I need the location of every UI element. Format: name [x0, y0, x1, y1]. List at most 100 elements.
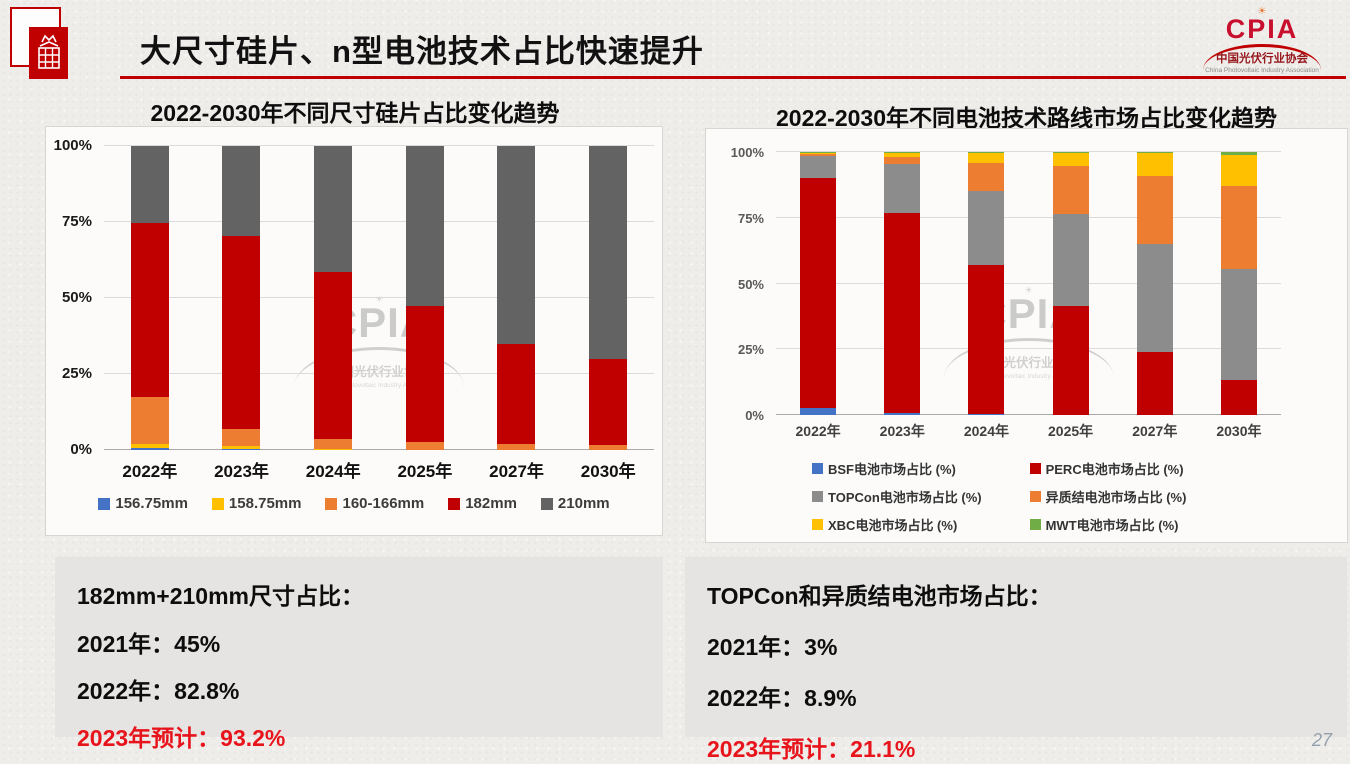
summary-line-2022: 2022年：8.9% [707, 685, 857, 711]
cpia-logo: ☀ CPIA 中国光伏行业协会 China Photovoltaic Indus… [1192, 7, 1332, 74]
legend-item: PERC电池市场占比 (%) [1029, 459, 1187, 478]
bar-segment [130, 146, 169, 223]
bar-segment [968, 162, 1005, 192]
bar-segment [314, 439, 353, 450]
bar-segment [1220, 186, 1257, 270]
bar-segment [884, 212, 921, 413]
summary-line-2023: 2023年预计：93.2% [77, 725, 286, 751]
x-axis-label: 2027年 [1132, 423, 1178, 439]
cell-technology-chart: 0% 25% 50% 75% 100% ☀ CPIA 中国光伏行业协会 China Ph… [705, 128, 1348, 543]
x-axis-label: 2023年 [879, 423, 925, 439]
bar-segment [968, 265, 1005, 414]
gridline [776, 151, 1281, 152]
bar-segment [1052, 305, 1089, 415]
bar-segment [314, 449, 353, 450]
bar-2023年 [222, 146, 261, 450]
x-axis-label: 2030年 [1216, 423, 1262, 439]
bar-segment [1052, 153, 1089, 167]
wafer-summary-box: 182mm+210mm尺寸占比： 2021年：45% 2022年：82.8% 2… [55, 557, 663, 751]
bar-segment [405, 441, 444, 450]
summary-line-2022: 2022年：82.8% [77, 678, 240, 704]
y-axis-tick-label: 75% [61, 213, 92, 230]
bar-segment [1052, 152, 1089, 154]
bar-segment [497, 343, 536, 444]
bar-2025年 [1052, 152, 1089, 415]
gridline [104, 145, 654, 146]
bar-segment [497, 443, 536, 450]
legend-item: MWT电池市场占比 (%) [1029, 515, 1187, 534]
summary-line-2023: 2023年预计：21.1% [707, 736, 916, 762]
x-axis-label: 2024年 [305, 462, 361, 481]
bar-segment [800, 154, 837, 156]
y-axis-tick-label: 50% [61, 289, 92, 306]
x-axis-label: 2024年 [963, 423, 1009, 439]
gridline [776, 348, 1281, 350]
bar-2027年 [497, 146, 536, 450]
bar-2027年 [1136, 152, 1173, 415]
bar-2022年 [130, 146, 169, 450]
bar-segment [800, 177, 837, 408]
logo-arc [1203, 44, 1321, 70]
legend-item: 160-166mm [325, 495, 424, 512]
legend: BSF电池市场占比 (%) PERC电池市场占比 (%) TOPCon电池市场占比 … [706, 459, 1347, 534]
legend-swatch [98, 497, 111, 510]
legend-label: 160-166mm [342, 495, 425, 512]
bar-segment [314, 146, 353, 273]
legend-swatch [448, 497, 461, 510]
bar-2024年 [968, 152, 1005, 415]
bar-segment [1136, 175, 1173, 245]
summary-line-2021: 2021年：3% [707, 634, 838, 660]
gridline [104, 373, 654, 374]
bar-segment [884, 152, 921, 154]
y-axis-tick-label: 50% [737, 276, 764, 292]
summary-line-2021: 2021年：45% [77, 631, 221, 657]
legend-swatch [1029, 491, 1041, 502]
legend-swatch [540, 497, 553, 510]
x-axis-label: 2022年 [795, 423, 841, 439]
x-axis-label: 2030年 [580, 462, 636, 481]
bar-segment [1220, 379, 1257, 415]
bar-segment [800, 155, 837, 178]
bars-group [776, 152, 1281, 415]
bar-segment [1136, 244, 1173, 352]
legend-item: 210mm [540, 495, 610, 512]
page-title: 大尺寸硅片、n型电池技术占比快速提升 [140, 34, 704, 69]
y-axis-tick-label: 100% [53, 137, 92, 154]
bar-segment [1136, 152, 1173, 154]
x-axis-label: 2025年 [1048, 423, 1094, 439]
summary-title: 182mm+210mm尺寸占比： [77, 583, 364, 609]
bar-segment [800, 407, 837, 415]
x-axis-label: 2022年 [122, 462, 178, 481]
bar-segment [405, 305, 444, 442]
title-underline [120, 76, 1346, 79]
legend-swatch [211, 497, 224, 510]
legend-item: 异质结电池市场占比 (%) [1029, 487, 1186, 506]
legend-swatch [812, 491, 823, 502]
bar-segment [1220, 154, 1257, 187]
bar-segment [884, 412, 921, 415]
legend-item: 158.75mm [211, 495, 301, 512]
logo-text: CPIA [1225, 14, 1299, 44]
bar-segment [800, 152, 837, 154]
y-axis-tick-label: 75% [737, 210, 764, 226]
bar-segment [222, 235, 261, 429]
gridline [776, 282, 1281, 284]
bar-segment [884, 153, 921, 158]
wafer-chart-title: 2022-2030年不同尺寸硅片占比变化趋势 [150, 100, 560, 126]
bar-segment [314, 272, 353, 440]
x-axis: 2022年 2023年 2024年 2025年 2027年 2030年 [776, 421, 1281, 441]
cell-summary-box: TOPCon和异质结电池市场占比： 2021年：3% 2022年：8.9% 20… [685, 557, 1347, 762]
bar-segment [222, 146, 261, 236]
bar-segment [222, 428, 261, 447]
plot-area: ☀ CPIA 中国光伏行业协会 China Photovoltaic Indus… [776, 151, 1281, 415]
x-axis-label: 2023年 [214, 462, 269, 481]
page-number: 27 [1311, 730, 1332, 750]
y-axis: 0% 25% 50% 75% 100% [714, 145, 768, 423]
gridline [776, 216, 1281, 218]
bar-segment [589, 445, 628, 450]
bar-segment [1052, 213, 1089, 306]
legend-label: 182mm [465, 495, 517, 512]
bar-segment [1220, 269, 1257, 380]
bar-segment [800, 153, 837, 155]
bar-segment [1136, 153, 1173, 176]
